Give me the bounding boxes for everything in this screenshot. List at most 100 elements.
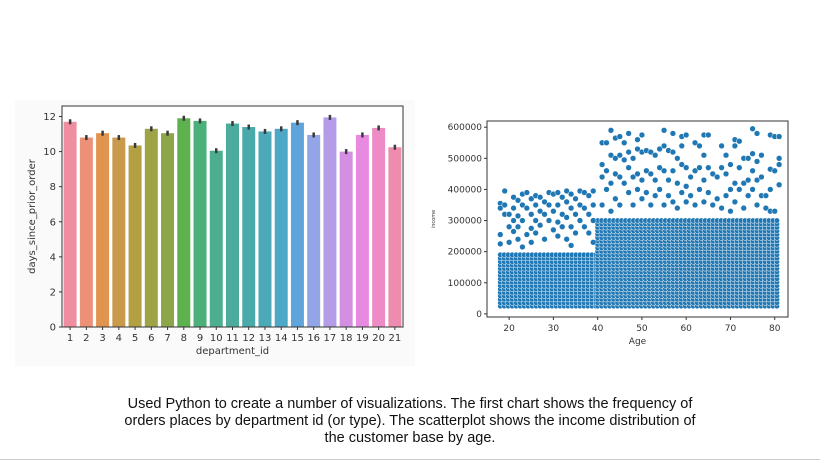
bar	[144, 128, 158, 327]
scatter-point	[581, 204, 588, 212]
scatter-point	[616, 133, 623, 140]
x-axis-label: Age	[629, 337, 647, 347]
x-tick-label: 19	[356, 333, 369, 344]
scatter-point	[740, 180, 747, 187]
y-tick-label: 10	[43, 147, 56, 158]
scatter-point	[505, 239, 513, 246]
scatter-point	[612, 155, 619, 162]
scatter-point	[510, 194, 517, 201]
scatter-point	[567, 190, 575, 198]
scatter-point	[528, 225, 535, 232]
scatter-point	[510, 204, 517, 212]
scatter-point	[687, 192, 694, 199]
scatter-point	[674, 204, 681, 212]
scatter-point	[669, 167, 677, 174]
divider	[0, 459, 820, 460]
y-tick-label: 400000	[448, 185, 483, 195]
scatter-point	[523, 189, 530, 196]
x-tick-label: 2	[83, 333, 89, 344]
scatter-point	[590, 239, 597, 246]
scatter-point	[665, 176, 672, 184]
scatter-point	[731, 142, 739, 150]
y-tick-label: 200000	[448, 248, 483, 258]
scatter-point	[762, 204, 770, 212]
scatter-point	[775, 181, 783, 188]
scatter-point	[683, 183, 690, 190]
y-tick-label: 500000	[448, 154, 483, 164]
scatter-point	[656, 186, 663, 193]
x-axis-label: department_id	[196, 346, 269, 357]
x-tick-label: 10	[210, 333, 223, 344]
scatter-point	[563, 198, 570, 206]
bar	[307, 134, 321, 327]
scatter-point	[545, 217, 553, 224]
scatter-point	[696, 164, 703, 171]
bar-chart: 1 2 3 4 5 6 7 8 9 10 11 12 13 14 15 16 17 18 19 20 210246810…	[27, 105, 404, 357]
scatter-point	[758, 173, 765, 181]
scatter-point	[607, 127, 615, 134]
y-tick-label: 4	[50, 252, 56, 263]
caption-line: the customer base by age.	[324, 430, 496, 446]
bar	[128, 145, 142, 327]
scatter-point	[771, 167, 778, 174]
scatter-point	[497, 231, 504, 238]
scatter-point	[616, 201, 623, 209]
bar	[112, 137, 126, 327]
scatter-point	[612, 195, 619, 202]
bar	[209, 150, 223, 327]
scatter-point	[660, 142, 668, 150]
scatter-point	[745, 176, 752, 184]
scatter-point	[629, 173, 637, 181]
bar	[372, 127, 386, 327]
scatter-point	[674, 155, 681, 162]
scatter-point	[563, 236, 570, 243]
scatter-point	[638, 131, 646, 139]
scatter-point	[505, 223, 513, 230]
x-tick-label: 18	[340, 333, 353, 344]
x-tick-label: 11	[226, 333, 239, 344]
scatter-point	[656, 164, 663, 171]
scatter-point	[745, 155, 752, 162]
scatter-point	[514, 223, 522, 230]
scatter-point	[660, 127, 668, 134]
scatter-point	[722, 170, 730, 178]
plot-frame	[61, 105, 404, 328]
scatter-point	[621, 180, 628, 187]
scatter-point	[612, 170, 619, 178]
scatter-point	[528, 239, 535, 246]
x-tick-label: 6	[148, 333, 154, 344]
scatter-point	[696, 186, 703, 193]
scatter-point	[528, 211, 535, 218]
scatter-point	[514, 197, 522, 204]
scatter-point	[621, 139, 628, 146]
scatter-point	[581, 223, 588, 230]
scatter-point	[572, 195, 579, 202]
y-tick-label: 6	[50, 217, 56, 228]
scatter-point	[740, 204, 747, 212]
x-tick-label: 40	[592, 324, 604, 334]
scatter-point	[758, 152, 765, 159]
scatter-point	[683, 164, 690, 171]
scatter-point	[550, 208, 557, 215]
scatter-point	[749, 150, 756, 157]
scatter-point	[572, 211, 579, 218]
scatter-point	[532, 201, 539, 209]
scatter-point	[705, 164, 712, 171]
scatter-point	[634, 136, 641, 143]
scatter-point	[714, 195, 721, 202]
caption-line: orders places by department id (or type)…	[124, 413, 696, 429]
scatter-point	[678, 161, 685, 168]
scatter-point	[643, 189, 650, 196]
scatter-point	[567, 204, 575, 212]
scatter-point	[722, 192, 730, 199]
scatter-point	[501, 201, 508, 209]
scatter-point	[607, 208, 615, 215]
scatter-point	[687, 173, 694, 181]
scatter-point	[753, 130, 761, 137]
bar	[242, 127, 256, 327]
scatter-point	[581, 189, 588, 196]
scatter-point	[753, 158, 761, 165]
scatter-point	[678, 142, 685, 150]
x-tick-label: 30	[548, 324, 560, 334]
scatter-point	[669, 148, 677, 156]
